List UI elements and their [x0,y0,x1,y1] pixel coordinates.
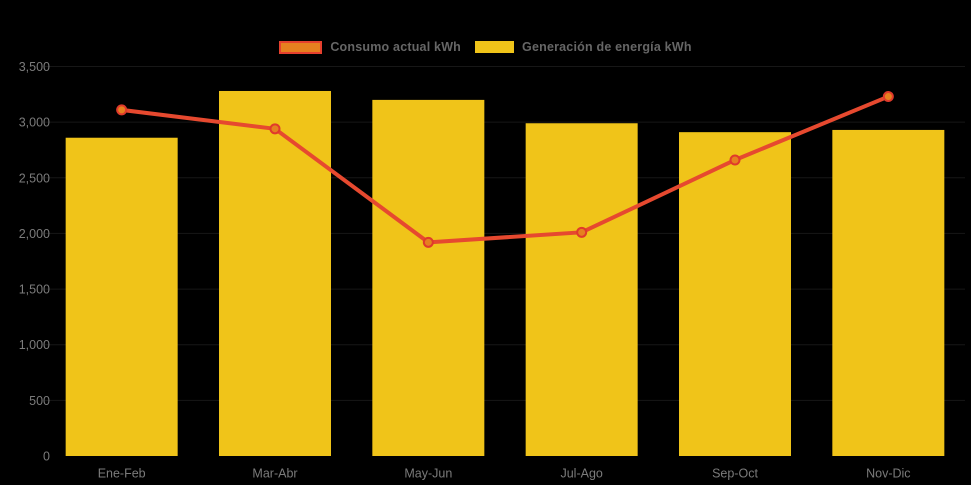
bar-Ene-Feb [65,137,178,457]
x-axis-label: May-Jun [404,467,452,481]
x-axis-label: Nov-Dic [866,467,910,481]
x-axis-label: Sep-Oct [712,467,758,481]
bar-Mar-Abr [219,90,331,457]
consumption-line [119,94,891,245]
y-axis-label: 3,500 [19,60,50,74]
bar-May-Jun [372,99,485,456]
y-axis-label: 500 [29,394,50,408]
line-point-Nov-Dic [882,91,894,103]
x-axis-label: Mar-Abr [252,467,297,481]
x-axis-label: Jul-Ago [560,467,602,481]
legend-item-consumo-actual[interactable]: Consumo actual kWh [279,40,461,54]
legend-swatch-consumo-icon [279,40,323,54]
legend-label-consumo: Consumo actual kWh [330,40,462,54]
line-point-May-Jun [422,236,434,248]
line-point-Mar-Abr [269,123,281,135]
line-point-Jul-Ago [576,226,588,238]
y-axis-label: 1,500 [19,283,50,297]
y-axis-label: 0 [43,450,50,464]
legend-swatch-generacion-icon [475,41,515,53]
line-point-Sep-Oct [729,154,741,166]
x-axis-label: Ene-Feb [98,467,146,481]
legend-label-generacion: Generación de energía kWh [522,40,692,54]
y-axis-label: 1,000 [19,338,50,352]
y-axis-label: 2,500 [19,171,50,185]
bar-Nov-Dic [832,129,945,456]
bar-Jul-Ago [525,123,638,457]
y-axis-label: 2,000 [19,227,50,241]
chart-legend: Consumo actual kWh Generación de energía… [0,40,971,54]
bar-Sep-Oct [679,132,791,456]
line-point-Ene-Feb [116,104,128,116]
legend-item-generacion-energia[interactable]: Generación de energía kWh [475,40,692,54]
y-axis-label: 3,000 [19,116,50,130]
